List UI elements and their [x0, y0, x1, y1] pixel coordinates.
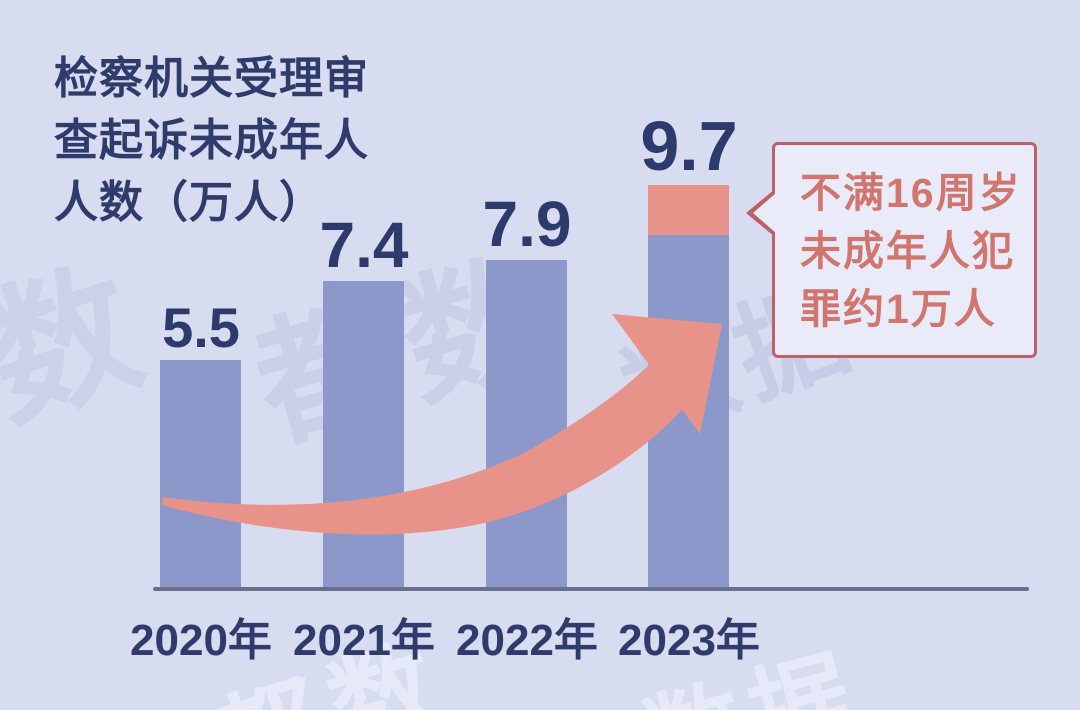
callout-line-3: 罪约1万人 — [800, 286, 997, 332]
bar-value-label-2022: 7.9 — [482, 188, 572, 260]
bar-value-label-2023: 9.7 — [640, 107, 738, 185]
chart-title: 检察机关受理审 查起诉未成年人 人数（万人） — [54, 48, 369, 234]
x-axis-line — [153, 587, 1029, 591]
bar-value-label-2020: 5.5 — [162, 296, 240, 359]
bar-2021 — [323, 281, 404, 590]
x-axis-label-2021: 2021年 — [293, 616, 435, 665]
bar-2023 — [648, 185, 729, 590]
callout-line-1: 不满16周岁 — [800, 170, 1022, 216]
chart-title-line-2: 查起诉未成年人 — [54, 116, 369, 165]
callout-text: 不满16周岁 未成年人犯 罪约1万人 — [775, 145, 1034, 338]
chart-title-line-1: 检察机关受理审 — [54, 54, 369, 103]
x-axis-label-2023: 2023年 — [618, 616, 760, 665]
annotation-callout: 不满16周岁 未成年人犯 罪约1万人 — [746, 142, 1037, 358]
x-axis-label-2022: 2022年 — [456, 616, 598, 665]
bar-value-label-2021: 7.4 — [319, 209, 409, 281]
under16-segment — [648, 185, 729, 235]
bar-2022 — [486, 260, 567, 590]
callout-line-2: 未成年人犯 — [800, 228, 1015, 274]
bar-2020 — [160, 360, 241, 590]
x-axis-label-2020: 2020年 — [130, 616, 272, 665]
chart-title-line-3: 人数（万人） — [54, 178, 324, 227]
